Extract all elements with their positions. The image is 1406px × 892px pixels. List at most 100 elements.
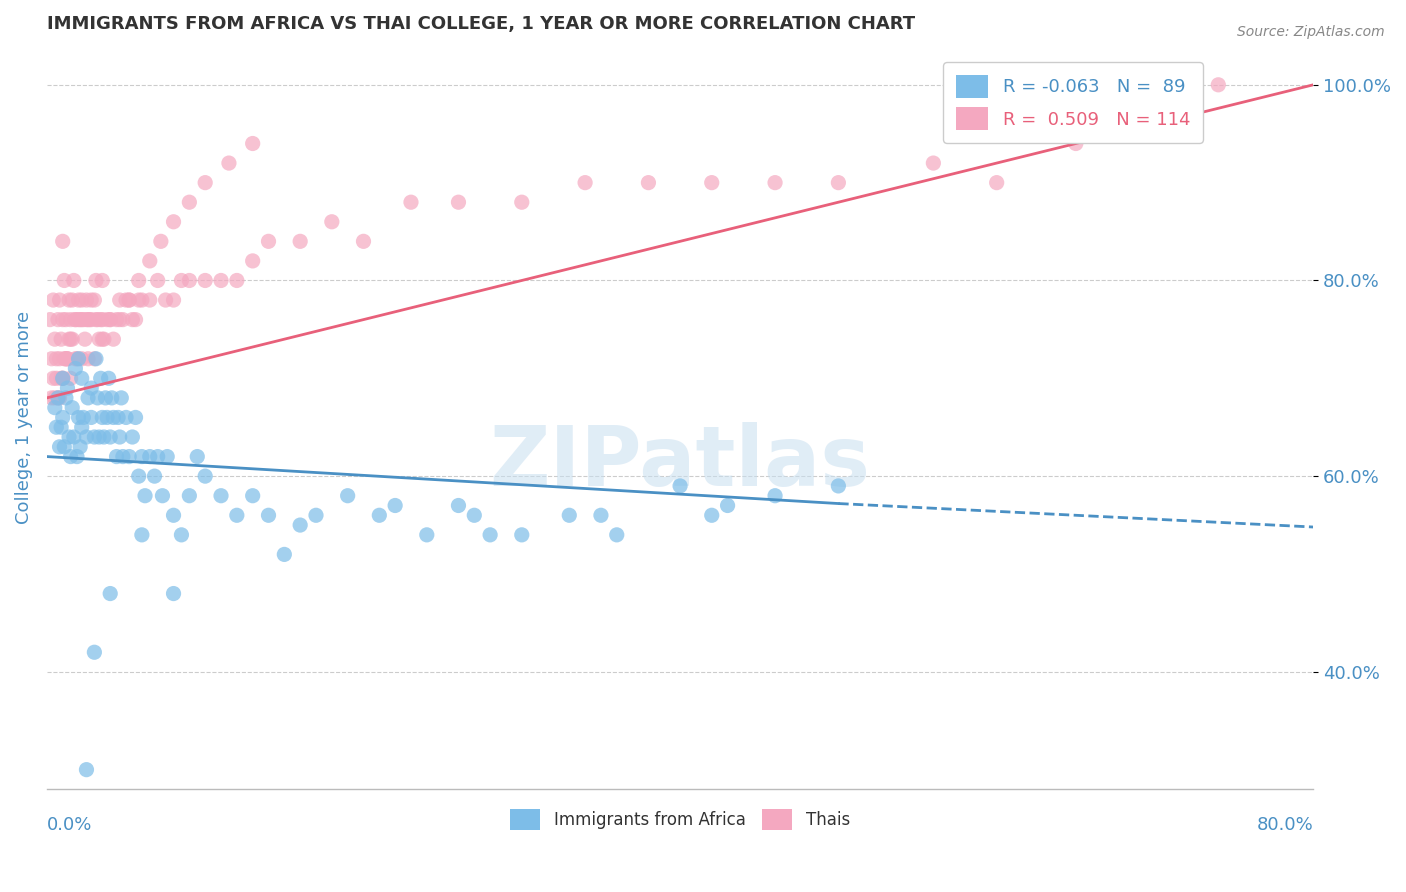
Point <box>52 371 75 385</box>
Point <box>257 235 280 249</box>
Point <box>53 351 76 366</box>
Point <box>124 312 146 326</box>
Point <box>146 450 169 464</box>
Point <box>59 332 82 346</box>
Point <box>56 381 79 395</box>
Point <box>96 312 118 326</box>
Point <box>59 450 82 464</box>
Point <box>96 410 118 425</box>
Point <box>83 430 105 444</box>
Point <box>146 273 169 287</box>
Point <box>152 489 174 503</box>
Point <box>94 391 117 405</box>
Point <box>108 430 131 444</box>
Point <box>922 156 945 170</box>
Point <box>75 293 97 307</box>
Point <box>93 332 115 346</box>
Point <box>479 528 502 542</box>
Point <box>179 195 201 210</box>
Text: Source: ZipAtlas.com: Source: ZipAtlas.com <box>1237 25 1385 39</box>
Point <box>110 391 132 405</box>
Point <box>131 450 153 464</box>
Point <box>186 450 208 464</box>
Point <box>55 351 77 366</box>
Point <box>218 156 240 170</box>
Point <box>62 430 84 444</box>
Point <box>108 293 131 307</box>
Point <box>77 312 100 326</box>
Point <box>105 450 128 464</box>
Point <box>70 371 93 385</box>
Point <box>242 136 264 151</box>
Point <box>149 235 172 249</box>
Point <box>124 410 146 425</box>
Point <box>53 273 76 287</box>
Point <box>56 351 79 366</box>
Point <box>134 489 156 503</box>
Point <box>97 371 120 385</box>
Point <box>115 293 138 307</box>
Point <box>83 351 105 366</box>
Point <box>321 215 343 229</box>
Point <box>42 293 65 307</box>
Point <box>128 293 150 307</box>
Point <box>763 489 786 503</box>
Point <box>59 312 82 326</box>
Point <box>49 420 72 434</box>
Point <box>98 312 121 326</box>
Point <box>209 489 232 503</box>
Point <box>59 371 82 385</box>
Point <box>103 410 125 425</box>
Point <box>273 548 295 562</box>
Point <box>46 391 69 405</box>
Point <box>69 440 91 454</box>
Point <box>49 371 72 385</box>
Point <box>447 195 470 210</box>
Point <box>288 518 311 533</box>
Point <box>131 293 153 307</box>
Point <box>84 312 107 326</box>
Point <box>463 508 485 523</box>
Point <box>84 351 107 366</box>
Point <box>669 479 692 493</box>
Point <box>98 430 121 444</box>
Point <box>107 410 129 425</box>
Point <box>416 528 439 542</box>
Point <box>336 489 359 503</box>
Point <box>80 381 103 395</box>
Point <box>179 489 201 503</box>
Point <box>90 371 112 385</box>
Point <box>827 176 849 190</box>
Point <box>589 508 612 523</box>
Point <box>79 312 101 326</box>
Point <box>44 401 66 415</box>
Point <box>80 293 103 307</box>
Point <box>170 528 193 542</box>
Point <box>52 410 75 425</box>
Point <box>98 312 121 326</box>
Point <box>66 450 89 464</box>
Point <box>53 440 76 454</box>
Point <box>98 586 121 600</box>
Point <box>48 391 70 405</box>
Point <box>65 361 87 376</box>
Point <box>700 176 723 190</box>
Point <box>384 499 406 513</box>
Point <box>399 195 422 210</box>
Point <box>209 273 232 287</box>
Point <box>510 528 533 542</box>
Text: 80.0%: 80.0% <box>1257 816 1313 834</box>
Point <box>105 312 128 326</box>
Point <box>45 371 67 385</box>
Point <box>101 391 124 405</box>
Point <box>86 391 108 405</box>
Point <box>65 312 87 326</box>
Point <box>763 176 786 190</box>
Point <box>128 273 150 287</box>
Point <box>55 351 77 366</box>
Point <box>170 273 193 287</box>
Point <box>288 235 311 249</box>
Point <box>637 176 659 190</box>
Point <box>242 489 264 503</box>
Point <box>103 332 125 346</box>
